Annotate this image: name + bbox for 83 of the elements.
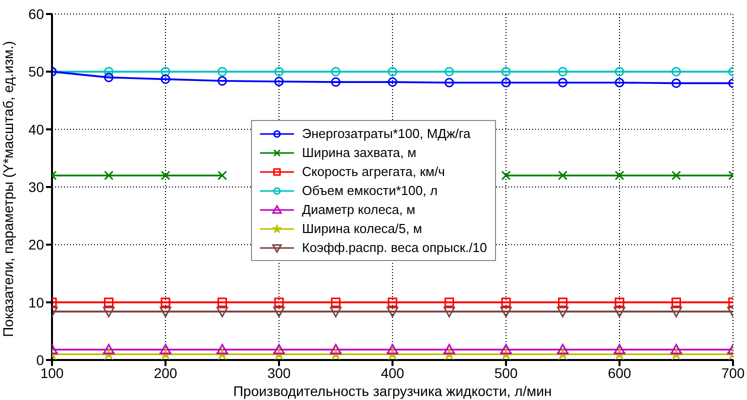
x-tick-label: 700 — [721, 364, 745, 381]
legend-label: Энергозатраты*100, МДж/га — [302, 126, 470, 141]
point — [500, 344, 512, 354]
point — [160, 298, 170, 308]
point — [444, 344, 455, 354]
point — [103, 344, 114, 354]
point — [274, 76, 284, 86]
point — [388, 77, 398, 87]
point — [614, 306, 626, 318]
point — [216, 306, 228, 318]
legend-label: Диаметр колеса, м — [302, 202, 416, 217]
point — [614, 344, 626, 354]
point — [160, 344, 172, 354]
y-tick-label: 20 — [28, 236, 44, 253]
point — [160, 306, 172, 318]
point — [444, 298, 454, 308]
point — [614, 170, 624, 180]
x-tick-label: 600 — [608, 364, 632, 381]
point — [388, 298, 398, 308]
point — [558, 66, 568, 76]
point — [218, 66, 227, 76]
point — [218, 298, 227, 308]
point — [274, 298, 284, 308]
point — [501, 66, 511, 76]
point — [500, 306, 512, 318]
y-tick-label: 10 — [28, 294, 44, 310]
legend-label: Ширина колеса/5, м — [302, 221, 422, 236]
point — [216, 344, 228, 354]
point — [218, 170, 227, 180]
y-tick-label: 50 — [28, 64, 44, 80]
y-tick-label: 30 — [28, 178, 44, 195]
point — [672, 66, 681, 76]
point — [386, 344, 398, 354]
point — [558, 170, 568, 180]
point — [501, 170, 511, 180]
point — [104, 72, 114, 82]
point — [331, 77, 340, 87]
point — [104, 170, 114, 180]
point — [614, 78, 624, 88]
legend-label: Ширина захвата, м — [302, 145, 416, 160]
point — [103, 306, 114, 318]
point — [331, 298, 340, 308]
x-axis-title: Производительность загрузчика жидкости, л/мин — [233, 383, 552, 399]
point — [557, 344, 568, 354]
point — [160, 170, 170, 180]
point — [501, 78, 511, 88]
point — [330, 344, 342, 354]
point — [331, 66, 340, 76]
point — [444, 306, 455, 318]
point — [273, 306, 285, 318]
x-tick-label: 400 — [380, 364, 404, 381]
point — [501, 298, 511, 308]
legend-label: Коэфф.распр. веса опрыск./10 — [302, 240, 487, 255]
point — [160, 74, 170, 84]
x-tick-label: 500 — [494, 364, 518, 381]
point — [273, 344, 285, 354]
point — [386, 306, 398, 318]
point — [614, 298, 624, 308]
point — [672, 78, 681, 88]
point — [444, 78, 454, 88]
point — [444, 66, 454, 76]
legend-label: Объем емкости*100, л — [302, 183, 438, 198]
point — [274, 66, 284, 76]
point — [218, 76, 227, 86]
point — [330, 306, 342, 318]
x-tick-label: 200 — [154, 364, 178, 381]
point — [388, 66, 398, 76]
point — [160, 66, 170, 76]
y-tick-label: 40 — [28, 121, 44, 138]
point — [672, 298, 681, 308]
y-axis-title: Показатели, параметры (Y*масштаб, ед.изм.) — [0, 40, 16, 337]
point — [614, 66, 624, 76]
point — [104, 66, 114, 76]
point — [104, 298, 114, 308]
point — [558, 298, 568, 308]
point — [670, 344, 682, 354]
point — [557, 306, 568, 318]
x-tick-label: 300 — [267, 364, 291, 381]
y-tick-label: 60 — [28, 6, 44, 22]
legend-label: Скорость агрегата, км/ч — [302, 164, 445, 179]
point — [670, 306, 682, 318]
point — [672, 170, 681, 180]
point — [558, 78, 568, 88]
